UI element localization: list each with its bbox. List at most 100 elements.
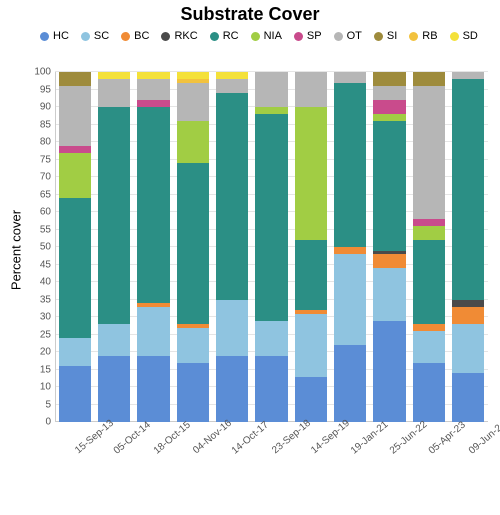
bar-segment-nia <box>373 114 405 121</box>
bar-segment-rc <box>216 93 248 300</box>
bar <box>177 72 209 422</box>
legend-label: RC <box>223 30 239 42</box>
y-tick-label: 45 <box>25 259 55 270</box>
y-tick-label: 95 <box>25 84 55 95</box>
bar-segment-rc <box>98 107 130 324</box>
y-tick-label: 60 <box>25 207 55 218</box>
bar <box>452 72 484 422</box>
y-tick-label: 55 <box>25 224 55 235</box>
bar-segment-si <box>373 72 405 86</box>
y-tick-label: 10 <box>25 382 55 393</box>
bar-segment-sp <box>137 100 169 107</box>
bar-segment-rc <box>177 163 209 324</box>
y-tick-label: 90 <box>25 102 55 113</box>
bar-segment-bc <box>452 307 484 325</box>
bar-segment-ot <box>452 72 484 79</box>
legend: HCSCBCRKCRCNIASPOTSIRBSD <box>40 30 490 42</box>
legend-swatch-si <box>374 32 383 41</box>
bar-segment-rc <box>334 83 366 248</box>
bar-segment-ot <box>216 79 248 93</box>
legend-swatch-nia <box>251 32 260 41</box>
bar <box>137 72 169 422</box>
bar-segment-hc <box>413 363 445 423</box>
bar-segment-sc <box>137 307 169 356</box>
y-tick-label: 35 <box>25 294 55 305</box>
bars-group <box>55 72 488 422</box>
legend-item-rc: RC <box>210 30 239 42</box>
bar-segment-sc <box>413 331 445 363</box>
legend-label: OT <box>347 30 362 42</box>
legend-label: SC <box>94 30 109 42</box>
chart-container: Substrate Cover HCSCBCRKCRCNIASPOTSIRBSD… <box>0 0 500 500</box>
legend-item-sc: SC <box>81 30 109 42</box>
legend-swatch-sd <box>450 32 459 41</box>
y-tick-label: 85 <box>25 119 55 130</box>
legend-swatch-hc <box>40 32 49 41</box>
bar-segment-nia <box>413 226 445 240</box>
bar-segment-rc <box>295 240 327 310</box>
plot-area: 0510152025303540455055606570758085909510… <box>55 72 488 422</box>
bar-segment-ot <box>413 86 445 219</box>
bar-segment-sc <box>334 254 366 345</box>
bar <box>413 72 445 422</box>
bar-segment-bc <box>413 324 445 331</box>
bar-segment-sc <box>98 324 130 356</box>
bar-segment-sc <box>452 324 484 373</box>
bar-segment-nia <box>177 121 209 163</box>
bar-segment-hc <box>216 356 248 423</box>
bar-segment-hc <box>137 356 169 423</box>
y-tick-label: 15 <box>25 364 55 375</box>
bar-segment-si <box>413 72 445 86</box>
bar-segment-ot <box>177 83 209 122</box>
legend-swatch-rb <box>409 32 418 41</box>
legend-item-rkc: RKC <box>161 30 197 42</box>
y-tick-label: 75 <box>25 154 55 165</box>
legend-item-sd: SD <box>450 30 478 42</box>
bar-segment-hc <box>452 373 484 422</box>
bar <box>295 72 327 422</box>
bar-segment-sd <box>98 72 130 79</box>
bar-segment-ot <box>334 72 366 83</box>
bar-segment-hc <box>98 356 130 423</box>
bar-segment-sc <box>216 300 248 356</box>
bar-segment-sd <box>177 72 209 79</box>
y-tick-label: 20 <box>25 347 55 358</box>
bar-segment-ot <box>59 86 91 146</box>
bar-segment-sd <box>216 72 248 79</box>
bar <box>98 72 130 422</box>
bar-segment-rc <box>452 79 484 300</box>
bar <box>373 72 405 422</box>
chart-title: Substrate Cover <box>0 4 500 25</box>
y-tick-label: 30 <box>25 312 55 323</box>
y-tick-label: 5 <box>25 399 55 410</box>
legend-swatch-bc <box>121 32 130 41</box>
y-tick-label: 100 <box>25 67 55 78</box>
bar <box>255 72 287 422</box>
legend-swatch-rkc <box>161 32 170 41</box>
bar-segment-rc <box>137 107 169 303</box>
legend-item-bc: BC <box>121 30 149 42</box>
legend-label: RB <box>422 30 437 42</box>
y-tick-label: 50 <box>25 242 55 253</box>
bar <box>334 72 366 422</box>
bar-segment-nia <box>295 107 327 240</box>
bar-segment-nia <box>59 153 91 199</box>
bar-segment-rc <box>255 114 287 321</box>
bar-segment-sp <box>373 100 405 114</box>
bar-segment-sp <box>413 219 445 226</box>
y-tick-label: 0 <box>25 417 55 428</box>
bar-segment-ot <box>255 72 287 107</box>
legend-label: SP <box>307 30 322 42</box>
bar-segment-hc <box>334 345 366 422</box>
bar-segment-hc <box>255 356 287 423</box>
bar-segment-sp <box>59 146 91 153</box>
bar-segment-ot <box>98 79 130 107</box>
bar-segment-sd <box>137 72 169 79</box>
legend-item-hc: HC <box>40 30 69 42</box>
legend-swatch-ot <box>334 32 343 41</box>
y-axis-label: Percent cover <box>9 210 24 290</box>
bar-segment-nia <box>255 107 287 114</box>
legend-item-sp: SP <box>294 30 322 42</box>
legend-item-rb: RB <box>409 30 437 42</box>
bar-segment-sc <box>255 321 287 356</box>
